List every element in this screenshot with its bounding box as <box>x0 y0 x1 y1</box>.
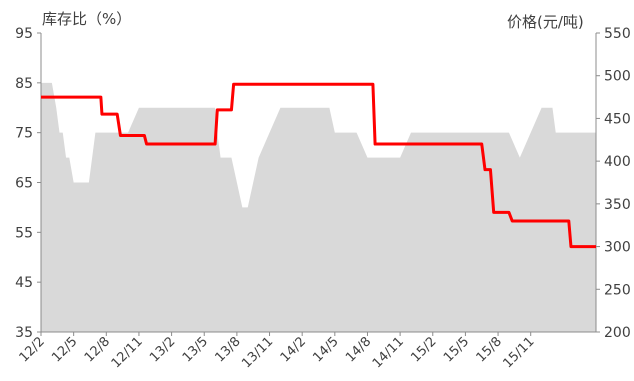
x-tick-label: 15/5 <box>441 334 472 365</box>
right-tick-label: 200 <box>604 325 631 341</box>
right-tick-label: 500 <box>604 69 631 85</box>
x-tick-label: 15/11 <box>500 334 537 371</box>
right-tick-label: 250 <box>604 282 631 298</box>
left-axis-title: 库存比（%） <box>42 10 132 28</box>
left-tick-label: 65 <box>15 176 33 192</box>
left-tick-label: 85 <box>15 76 33 92</box>
x-tick-label: 15/2 <box>408 334 439 365</box>
left-tick-label: 75 <box>15 126 33 142</box>
x-tick-label: 13/11 <box>239 334 276 371</box>
right-tick-label: 450 <box>604 111 631 127</box>
right-tick-label: 550 <box>604 26 631 42</box>
x-tick-label: 12/5 <box>49 334 80 365</box>
left-tick-label: 95 <box>15 26 33 42</box>
x-tick-label: 14/11 <box>370 334 407 371</box>
left-tick-label: 55 <box>15 225 33 241</box>
right-tick-label: 350 <box>604 197 631 213</box>
right-tick-label: 400 <box>604 154 631 170</box>
left-tick-label: 45 <box>15 275 33 291</box>
x-tick-label: 12/11 <box>109 334 146 371</box>
left-tick-label: 35 <box>15 325 33 341</box>
x-tick-label: 14/2 <box>278 334 309 365</box>
right-tick-label: 300 <box>604 240 631 256</box>
x-tick-label: 14/5 <box>310 334 341 365</box>
x-tick-label: 13/2 <box>147 334 178 365</box>
price-line <box>41 82 596 249</box>
x-tick-label: 13/5 <box>180 334 211 365</box>
inventory-ratio-area <box>41 82 596 332</box>
right-axis-title: 价格(元/吨) <box>507 13 584 31</box>
